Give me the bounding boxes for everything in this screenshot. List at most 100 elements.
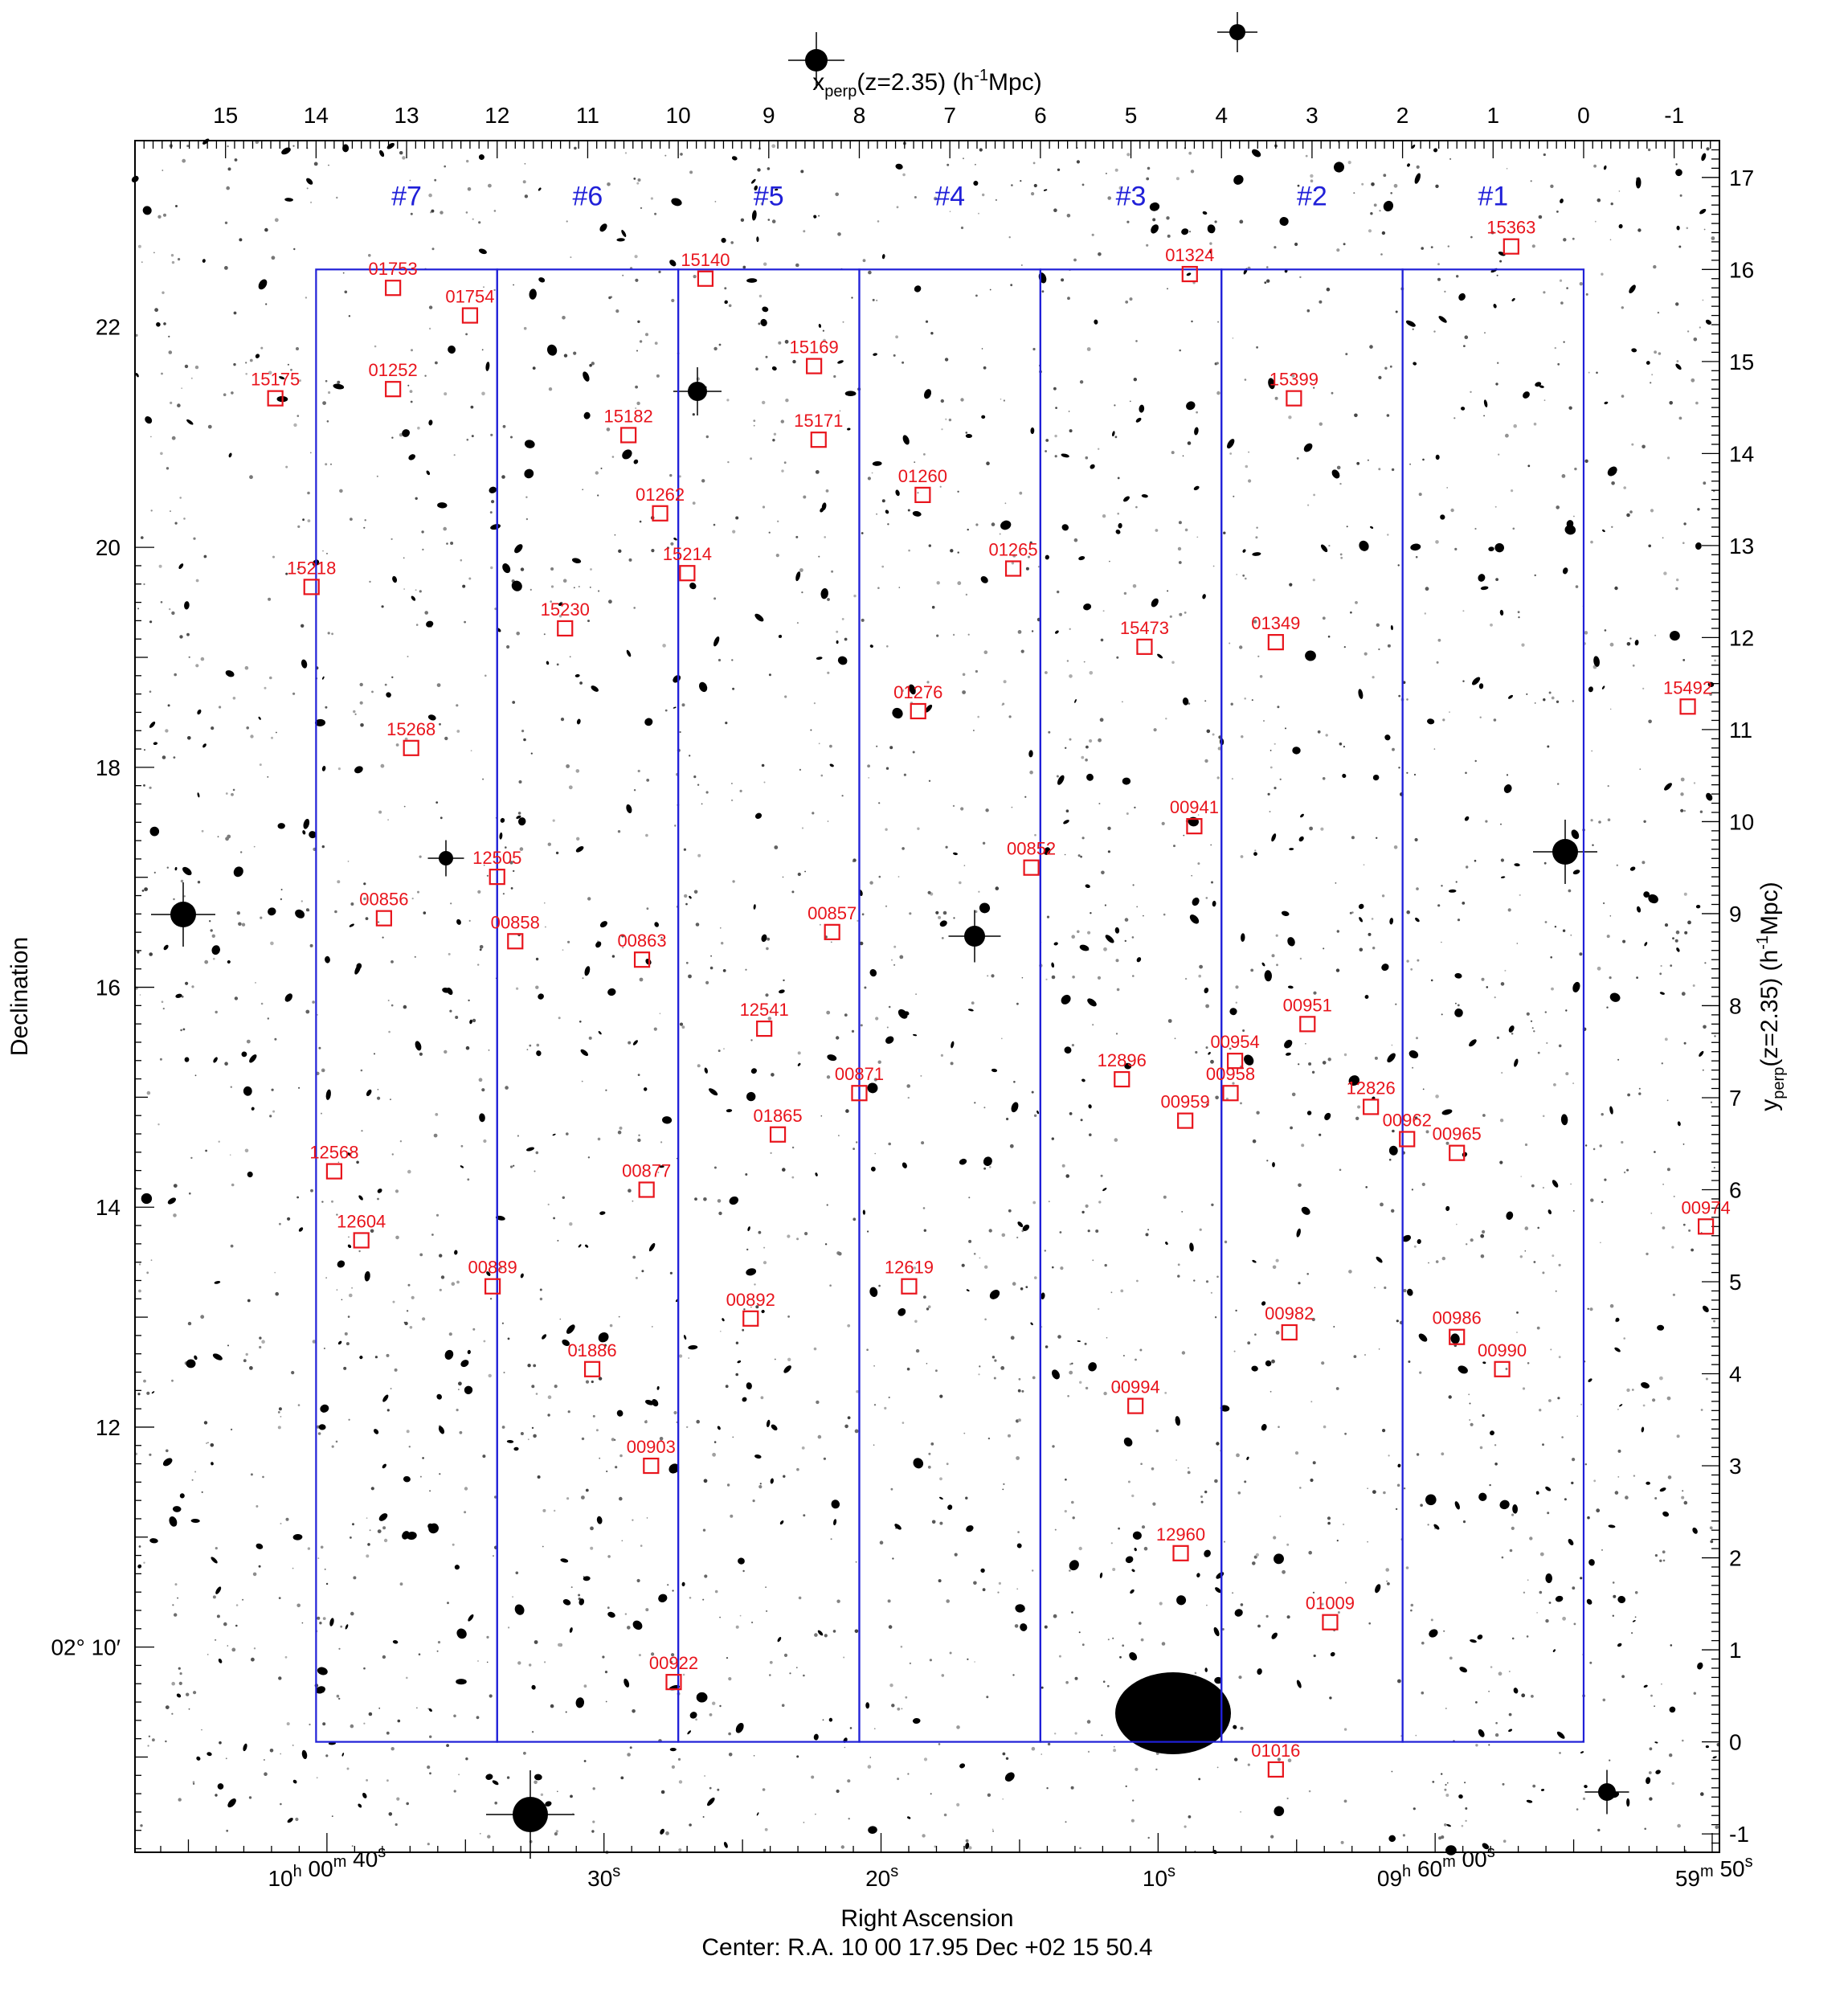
field-speck (671, 1765, 676, 1769)
field-speck (877, 220, 880, 223)
field-speck (702, 1598, 705, 1601)
field-speck (1134, 806, 1136, 809)
field-speck (1702, 299, 1704, 301)
field-speck (322, 550, 324, 552)
field-galaxy (771, 366, 777, 371)
field-speck (1307, 504, 1310, 506)
field-speck (557, 1790, 558, 1793)
field-speck (639, 520, 642, 523)
field-speck (1147, 1836, 1150, 1839)
right-tick-label: 17 (1729, 166, 1754, 190)
field-speck (460, 558, 463, 562)
field-speck (377, 1096, 381, 1100)
field-galaxy (174, 866, 178, 871)
field-speck (1098, 1201, 1102, 1204)
field-speck (657, 1172, 660, 1173)
field-speck (395, 1189, 399, 1193)
field-speck (1522, 1387, 1526, 1390)
field-galaxy (1253, 852, 1257, 856)
field-galaxy (1415, 917, 1420, 923)
field-speck (1254, 849, 1257, 852)
field-speck (554, 1832, 558, 1836)
field-speck (447, 1602, 449, 1605)
field-speck (1501, 1071, 1503, 1074)
field-speck (434, 178, 437, 182)
target-label: 00990 (1478, 1340, 1527, 1360)
field-speck (936, 581, 940, 585)
field-galaxy (1514, 1058, 1519, 1067)
field-galaxy (754, 812, 763, 820)
field-speck (898, 587, 901, 588)
field-speck (431, 209, 435, 213)
field-speck (1034, 1276, 1037, 1279)
field-speck (823, 1457, 826, 1460)
field-speck (897, 1707, 901, 1711)
field-speck (444, 1049, 448, 1054)
field-speck (669, 1660, 673, 1664)
field-galaxy (1088, 1362, 1097, 1372)
field-speck (1376, 623, 1380, 627)
field-speck (1002, 1752, 1006, 1756)
field-speck (1175, 177, 1180, 181)
field-speck (467, 187, 472, 191)
field-galaxy (1655, 1770, 1661, 1774)
top-tick-label: 15 (213, 103, 238, 128)
field-speck (1593, 164, 1597, 168)
field-speck (772, 439, 775, 442)
field-speck (1083, 661, 1085, 663)
target-label: 15218 (287, 558, 336, 578)
target-marker (1299, 1016, 1316, 1033)
field-speck (1469, 1402, 1471, 1405)
field-galaxy (973, 180, 979, 186)
field-speck (1402, 1834, 1405, 1837)
field-speck (553, 1217, 555, 1220)
field-speck (1466, 1243, 1468, 1246)
field-speck (378, 1707, 381, 1709)
field-speck (1032, 1201, 1036, 1205)
field-speck (567, 1410, 570, 1414)
field-speck (1343, 1799, 1347, 1803)
field-galaxy (778, 634, 783, 638)
target-marker (1679, 698, 1696, 715)
field-speck (1664, 923, 1669, 927)
field-galaxy (325, 955, 330, 964)
field-speck (1232, 1082, 1235, 1085)
field-galaxy (1506, 1211, 1514, 1220)
field-speck (1499, 260, 1503, 263)
field-speck (606, 428, 611, 432)
field-speck (419, 1475, 422, 1478)
field-speck (795, 535, 799, 538)
target-label: 00959 (1161, 1092, 1210, 1112)
field-speck (318, 1046, 321, 1049)
field-speck (1000, 398, 1002, 400)
field-galaxy (1402, 1234, 1412, 1242)
field-speck (1008, 1434, 1011, 1438)
field-speck (619, 1126, 623, 1130)
field-galaxy (1407, 163, 1410, 167)
field-speck (965, 593, 968, 596)
field-speck (595, 471, 599, 475)
field-speck (460, 1144, 464, 1148)
target-label: 01349 (1251, 613, 1300, 633)
field-galaxy (1701, 153, 1707, 162)
field-speck (1496, 1036, 1499, 1039)
field-galaxy (1480, 586, 1489, 591)
field-speck (1384, 366, 1388, 370)
field-galaxy (197, 709, 202, 715)
field-speck (1374, 1287, 1376, 1289)
field-galaxy (813, 215, 817, 219)
field-speck (1607, 785, 1609, 788)
field-speck (486, 1635, 489, 1639)
field-speck (1159, 1602, 1163, 1606)
field-galaxy (1112, 431, 1115, 437)
top-tick-label: 14 (304, 103, 329, 128)
top-tick-label: 3 (1306, 103, 1319, 128)
field-speck (1367, 1487, 1368, 1489)
field-galaxy (408, 454, 415, 460)
field-speck (1325, 734, 1328, 737)
field-speck (1554, 926, 1557, 928)
top-tick-label: 6 (1034, 103, 1047, 128)
field-speck (1032, 162, 1036, 165)
field-speck (884, 1406, 887, 1410)
